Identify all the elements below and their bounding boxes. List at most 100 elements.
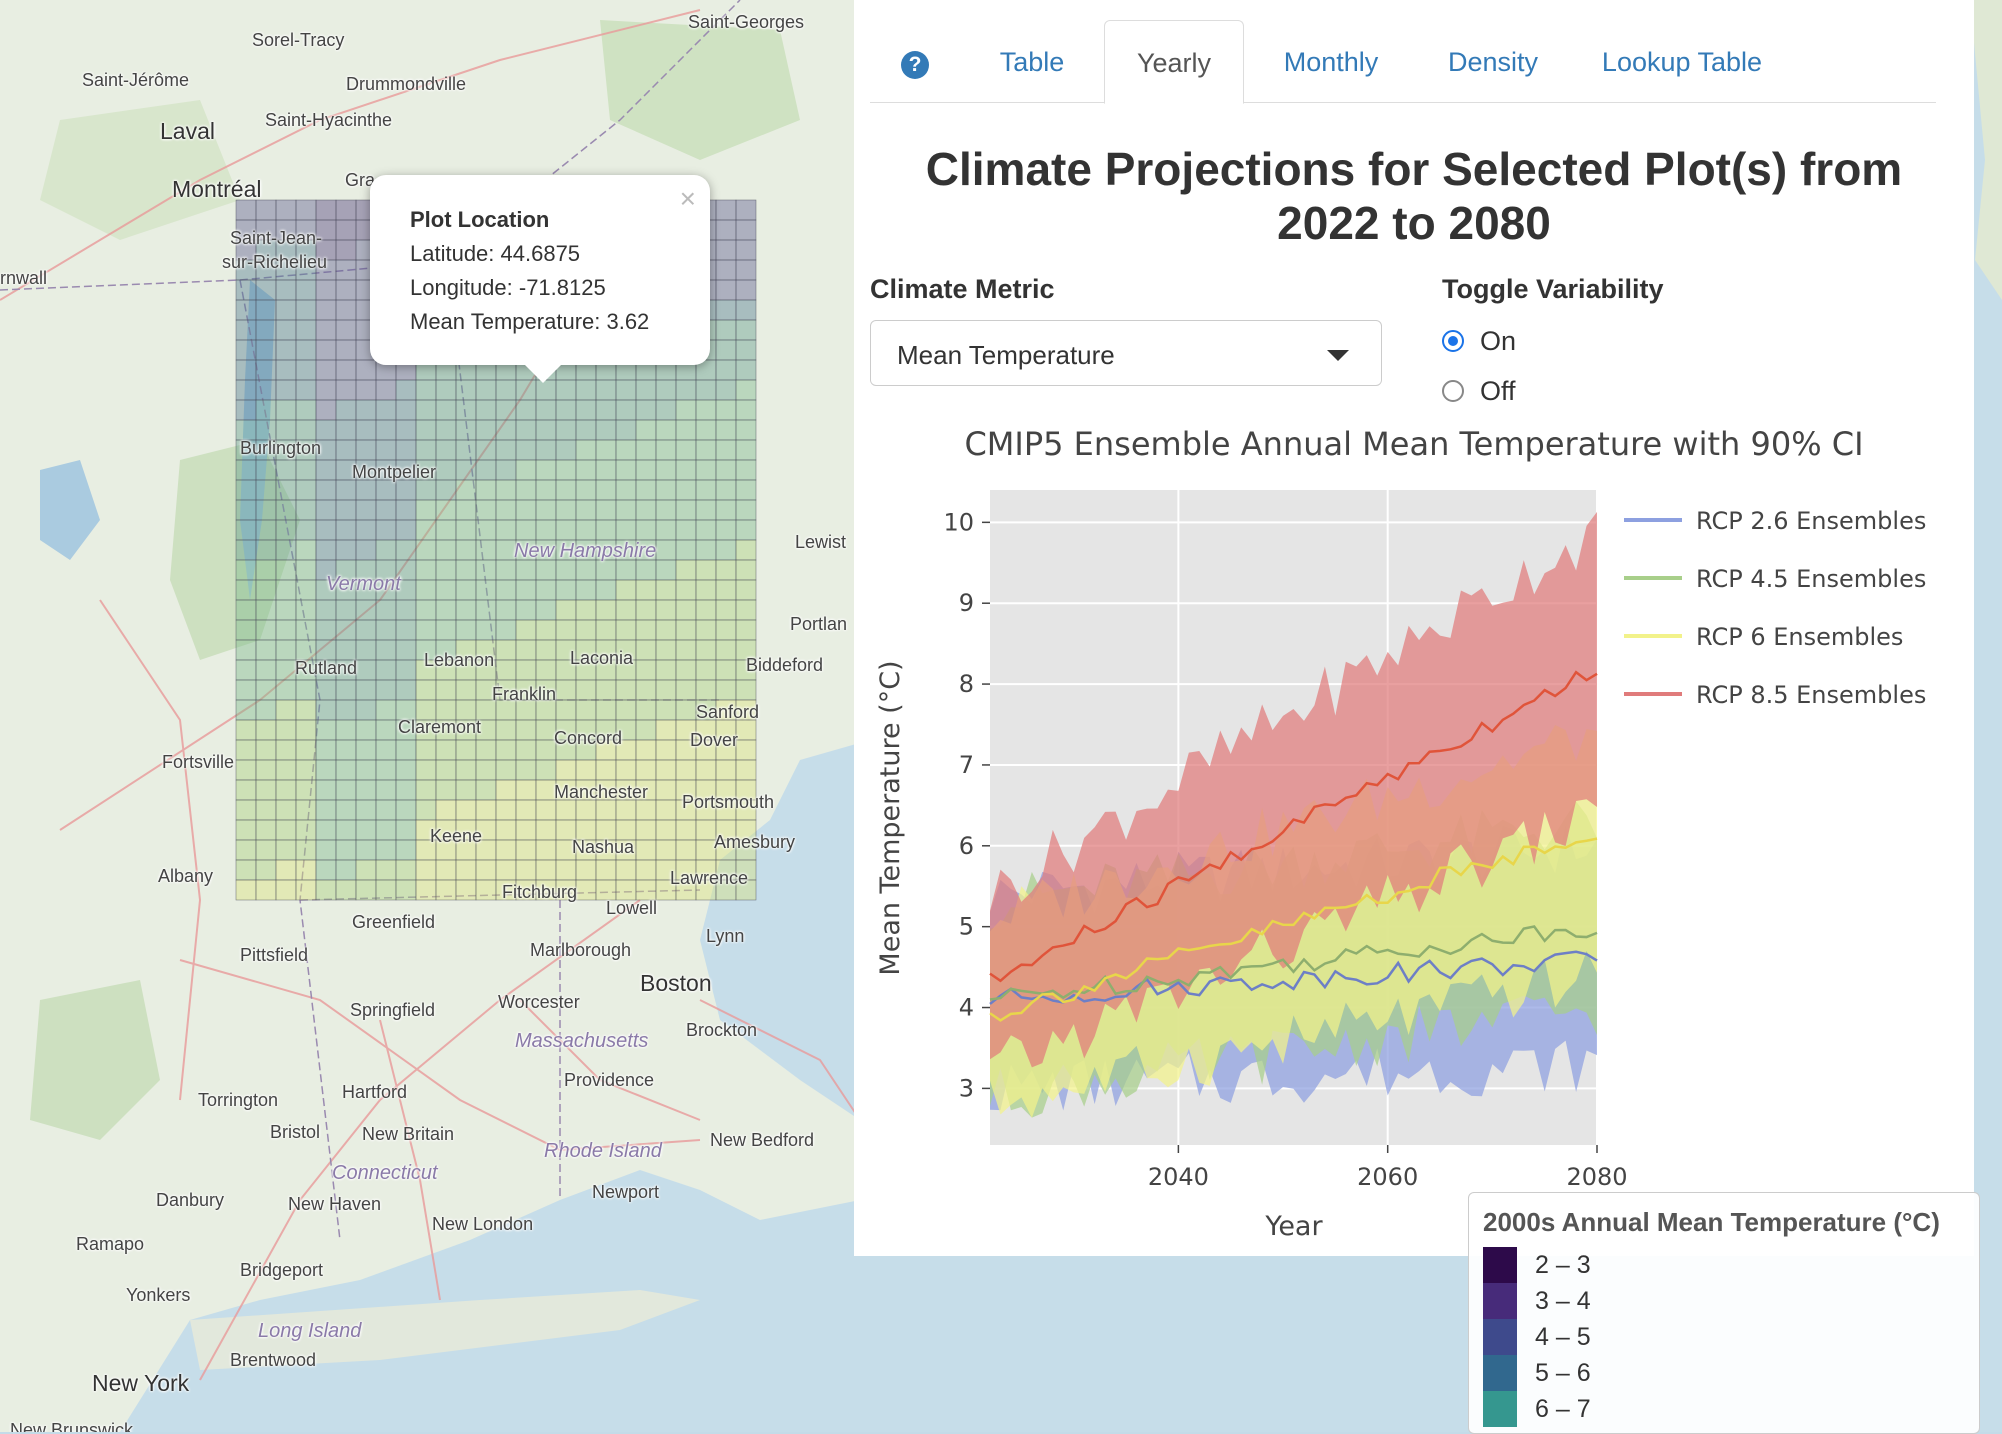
grid-cell[interactable] [375, 739, 397, 761]
grid-cell[interactable] [375, 619, 397, 641]
grid-cell[interactable] [395, 419, 417, 441]
grid-cell[interactable] [735, 619, 757, 641]
grid-cell[interactable] [635, 579, 657, 601]
grid-cell[interactable] [315, 279, 337, 301]
grid-cell[interactable] [255, 299, 277, 321]
grid-cell[interactable] [655, 719, 677, 741]
grid-cell[interactable] [475, 579, 497, 601]
grid-cell[interactable] [315, 639, 337, 661]
grid-cell[interactable] [335, 699, 357, 721]
grid-cell[interactable] [395, 859, 417, 881]
climate-metric-select[interactable]: Mean Temperature [870, 320, 1382, 386]
grid-cell[interactable] [495, 439, 517, 461]
grid-cell[interactable] [295, 859, 317, 881]
grid-cell[interactable] [475, 399, 497, 421]
grid-cell[interactable] [435, 499, 457, 521]
grid-cell[interactable] [735, 359, 757, 381]
grid-cell[interactable] [635, 619, 657, 641]
grid-cell[interactable] [395, 379, 417, 401]
grid-cell[interactable] [255, 719, 277, 741]
grid-cell[interactable] [415, 599, 437, 621]
grid-cell[interactable] [315, 319, 337, 341]
grid-cell[interactable] [575, 579, 597, 601]
grid-cell[interactable] [615, 479, 637, 501]
grid-cell[interactable] [475, 419, 497, 441]
grid-cell[interactable] [515, 379, 537, 401]
grid-cell[interactable] [535, 579, 557, 601]
grid-cell[interactable] [675, 379, 697, 401]
grid-cell[interactable] [255, 699, 277, 721]
grid-cell[interactable] [375, 699, 397, 721]
grid-cell[interactable] [295, 699, 317, 721]
grid-cell[interactable] [295, 599, 317, 621]
grid-cell[interactable] [575, 879, 597, 901]
grid-cell[interactable] [335, 879, 357, 901]
grid-cell[interactable] [635, 839, 657, 861]
grid-cell[interactable] [475, 499, 497, 521]
grid-cell[interactable] [335, 639, 357, 661]
grid-cell[interactable] [235, 799, 257, 821]
grid-cell[interactable] [655, 399, 677, 421]
grid-cell[interactable] [735, 499, 757, 521]
grid-cell[interactable] [275, 759, 297, 781]
grid-cell[interactable] [715, 499, 737, 521]
grid-cell[interactable] [555, 439, 577, 461]
grid-cell[interactable] [315, 739, 337, 761]
grid-cell[interactable] [395, 659, 417, 681]
chart-legend-item[interactable]: RCP 4.5 Ensembles [1624, 565, 1926, 593]
grid-cell[interactable] [735, 599, 757, 621]
grid-cell[interactable] [515, 719, 537, 741]
grid-cell[interactable] [715, 579, 737, 601]
grid-cell[interactable] [615, 519, 637, 541]
grid-cell[interactable] [275, 479, 297, 501]
grid-cell[interactable] [295, 779, 317, 801]
grid-cell[interactable] [735, 399, 757, 421]
grid-cell[interactable] [515, 479, 537, 501]
grid-cell[interactable] [435, 799, 457, 821]
grid-cell[interactable] [715, 299, 737, 321]
grid-cell[interactable] [635, 379, 657, 401]
grid-cell[interactable] [555, 559, 577, 581]
grid-cell[interactable] [735, 539, 757, 561]
grid-cell[interactable] [355, 699, 377, 721]
grid-cell[interactable] [515, 439, 537, 461]
grid-cell[interactable] [675, 599, 697, 621]
grid-cell[interactable] [295, 639, 317, 661]
grid-cell[interactable] [575, 859, 597, 881]
grid-cell[interactable] [715, 199, 737, 221]
grid-cell[interactable] [495, 519, 517, 541]
grid-cell[interactable] [235, 719, 257, 741]
grid-cell[interactable] [535, 779, 557, 801]
grid-cell[interactable] [255, 559, 277, 581]
grid-cell[interactable] [735, 379, 757, 401]
grid-cell[interactable] [655, 639, 677, 661]
grid-cell[interactable] [495, 799, 517, 821]
grid-cell[interactable] [235, 399, 257, 421]
grid-cell[interactable] [395, 399, 417, 421]
grid-cell[interactable] [275, 359, 297, 381]
grid-cell[interactable] [255, 859, 277, 881]
grid-cell[interactable] [455, 459, 477, 481]
grid-cell[interactable] [415, 419, 437, 441]
grid-cell[interactable] [495, 379, 517, 401]
grid-cell[interactable] [275, 879, 297, 901]
grid-cell[interactable] [715, 239, 737, 261]
grid-cell[interactable] [335, 619, 357, 641]
grid-cell[interactable] [655, 579, 677, 601]
grid-cell[interactable] [235, 759, 257, 781]
grid-cell[interactable] [455, 419, 477, 441]
grid-cell[interactable] [235, 739, 257, 761]
grid-cell[interactable] [675, 759, 697, 781]
grid-cell[interactable] [575, 419, 597, 441]
grid-cell[interactable] [595, 459, 617, 481]
grid-cell[interactable] [315, 859, 337, 881]
grid-cell[interactable] [395, 739, 417, 761]
grid-cell[interactable] [255, 659, 277, 681]
grid-cell[interactable] [375, 839, 397, 861]
grid-cell[interactable] [355, 679, 377, 701]
grid-cell[interactable] [435, 579, 457, 601]
grid-cell[interactable] [375, 379, 397, 401]
grid-cell[interactable] [375, 599, 397, 621]
grid-cell[interactable] [355, 819, 377, 841]
grid-cell[interactable] [635, 719, 657, 741]
